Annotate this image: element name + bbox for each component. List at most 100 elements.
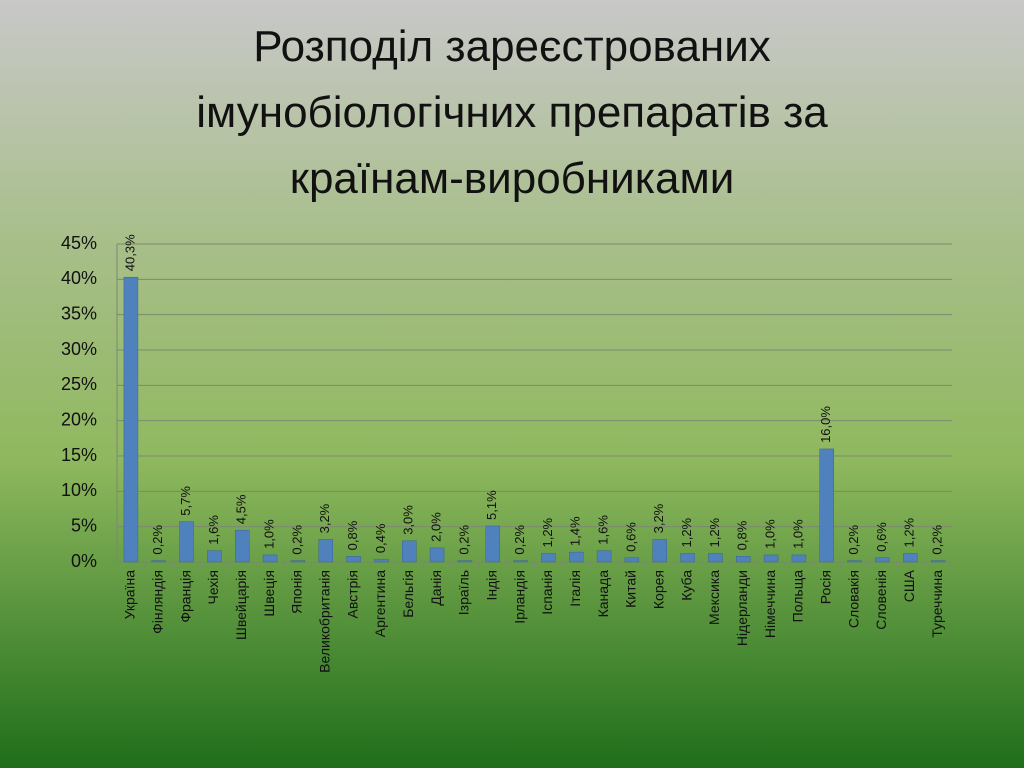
bar: [763, 554, 779, 563]
value-label: 0,2%: [930, 525, 945, 555]
bar: [290, 560, 306, 563]
x-tick-label: Індія: [483, 570, 499, 600]
value-label: 4,5%: [234, 494, 249, 524]
x-tick-label: Франція: [177, 570, 193, 623]
x-tick-label: Корея: [650, 570, 666, 609]
bar: [875, 557, 890, 563]
value-label: 1,2%: [540, 517, 555, 547]
bar: [151, 560, 166, 563]
value-label: 1,2%: [707, 517, 722, 547]
value-label: 16,0%: [818, 406, 833, 443]
bar: [485, 525, 500, 563]
value-label: 0,2%: [289, 525, 304, 555]
x-tick-label: Німеччина: [762, 570, 778, 638]
value-label: 0,2%: [150, 525, 165, 555]
x-tick-label: Словенія: [873, 570, 889, 630]
x-tick-label: Росія: [817, 570, 833, 604]
x-tick-label: Україна: [122, 570, 138, 620]
x-tick-label: Ірландія: [511, 570, 527, 624]
value-label: 1,0%: [763, 519, 778, 549]
bar: [262, 554, 278, 563]
x-tick-label: Польща: [790, 570, 806, 623]
value-label: 1,6%: [206, 515, 221, 545]
x-tick-label: Швейцарія: [233, 570, 249, 640]
x-tick-label: Ізраїль: [456, 570, 472, 615]
value-label: 0,2%: [512, 525, 527, 555]
value-label: 40,3%: [122, 234, 137, 271]
value-label: 0,2%: [846, 525, 861, 555]
x-tick-label: Бельгія: [400, 570, 416, 618]
y-tick-label: 45%: [61, 233, 97, 253]
value-label: 1,4%: [568, 516, 583, 546]
bar: [235, 529, 250, 563]
value-label: 2,0%: [429, 512, 444, 542]
x-tick-label: Фінляндія: [149, 570, 165, 634]
bar: [847, 560, 862, 563]
value-label: 1,2%: [902, 517, 917, 547]
x-tick-label: Чехія: [205, 570, 221, 605]
bar: [819, 448, 834, 563]
bar: [513, 560, 528, 563]
x-tick-label: Канада: [595, 570, 611, 618]
bar: [402, 540, 417, 563]
x-tick-label: Іспанія: [539, 570, 555, 615]
x-tick-label: США: [901, 569, 917, 602]
y-tick-label: 40%: [61, 268, 97, 288]
value-label: 1,0%: [790, 519, 805, 549]
value-label: 1,2%: [679, 517, 694, 547]
bar: [680, 553, 695, 563]
x-tick-label: Данія: [428, 570, 444, 606]
value-label: 0,8%: [345, 520, 360, 550]
x-tick-label: Туреччина: [929, 570, 945, 638]
x-tick-label: Словакія: [845, 570, 861, 628]
y-tick-label: 0%: [71, 551, 97, 571]
value-label: 0,2%: [456, 525, 471, 555]
y-tick-label: 25%: [61, 374, 97, 394]
value-label: 5,7%: [178, 486, 193, 516]
bar: [346, 556, 361, 563]
bar: [374, 558, 389, 563]
bar: [652, 539, 667, 563]
bar: [207, 550, 222, 563]
value-label: 0,4%: [373, 523, 388, 553]
x-tick-label: Японія: [289, 570, 305, 614]
bar: [429, 547, 445, 563]
bar: [596, 550, 612, 563]
x-tick-label: Нідерланди: [734, 570, 750, 646]
bar: [179, 521, 194, 563]
bar: [708, 553, 723, 563]
bar: [569, 551, 584, 563]
y-tick-label: 20%: [61, 409, 97, 429]
value-label: 0,6%: [623, 522, 638, 552]
y-tick-label: 10%: [61, 480, 97, 500]
bar: [123, 276, 139, 563]
value-label: 1,6%: [596, 515, 611, 545]
x-tick-label: Італія: [567, 570, 583, 607]
bar: [791, 554, 807, 563]
value-label: 3,2%: [317, 503, 332, 533]
y-tick-label: 35%: [61, 303, 97, 323]
bar: [624, 557, 640, 563]
y-tick-label: 5%: [71, 515, 97, 535]
x-tick-label: Мексика: [706, 570, 722, 625]
bar: [930, 560, 946, 563]
value-label: 3,2%: [651, 503, 666, 533]
x-tick-label: Австрія: [344, 570, 360, 619]
value-label: 5,1%: [484, 490, 499, 520]
value-label: 3,0%: [401, 505, 416, 535]
y-tick-label: 15%: [61, 445, 97, 465]
x-tick-label: Аргентина: [372, 570, 388, 637]
value-label: 0,8%: [735, 520, 750, 550]
bar: [457, 560, 473, 563]
x-tick-label: Куба: [678, 570, 694, 601]
x-tick-label: Китай: [623, 570, 639, 608]
bar: [541, 553, 556, 563]
y-tick-label: 30%: [61, 339, 97, 359]
chart-title: Розподіл зареєстрованих імунобіологічних…: [196, 22, 828, 203]
value-label: 1,0%: [262, 519, 277, 549]
bar: [318, 539, 333, 563]
bar: [736, 556, 751, 563]
x-tick-label: Швеція: [261, 570, 277, 617]
